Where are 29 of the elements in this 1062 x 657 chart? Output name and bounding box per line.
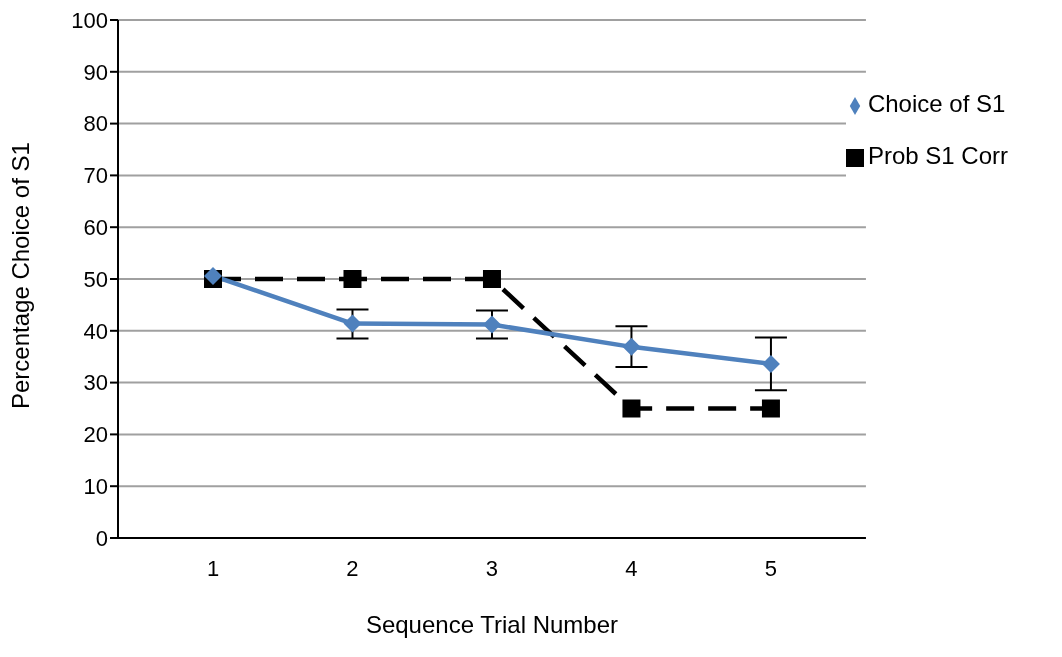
y-tick-label: 0 (95, 525, 108, 551)
legend-label: Choice of S1 (867, 90, 1006, 117)
y-tick-label: 10 (83, 474, 108, 500)
y-tick-label: 60 (83, 215, 108, 241)
point (343, 314, 362, 333)
x-tick-label: 4 (625, 555, 638, 581)
y-tick-label: 50 (83, 266, 108, 292)
point (343, 270, 362, 288)
x-axis-title: Sequence Trial Number (365, 611, 619, 638)
y-tick-label: 20 (83, 422, 108, 448)
point (204, 266, 222, 285)
point (482, 270, 501, 288)
x-tick-label: 3 (485, 555, 499, 581)
point (761, 399, 780, 418)
point (482, 315, 501, 334)
y-tick-label: 90 (83, 59, 108, 85)
x-tick-label: 5 (764, 555, 778, 581)
y-axis-title: Percentage Choice of S1 (6, 142, 34, 409)
x-tick-label: 2 (346, 555, 359, 581)
y-tick-label: 70 (83, 163, 108, 189)
point (761, 354, 780, 373)
y-tick-label: 100 (71, 7, 108, 33)
y-tick-label: 40 (83, 318, 108, 344)
point (622, 399, 641, 418)
x-tick-label: 1 (206, 555, 220, 581)
y-tick-label: 80 (83, 111, 108, 137)
legend-label: Prob S1 Corr (867, 142, 1008, 169)
y-tick-label: 30 (83, 370, 108, 396)
point (622, 337, 641, 356)
